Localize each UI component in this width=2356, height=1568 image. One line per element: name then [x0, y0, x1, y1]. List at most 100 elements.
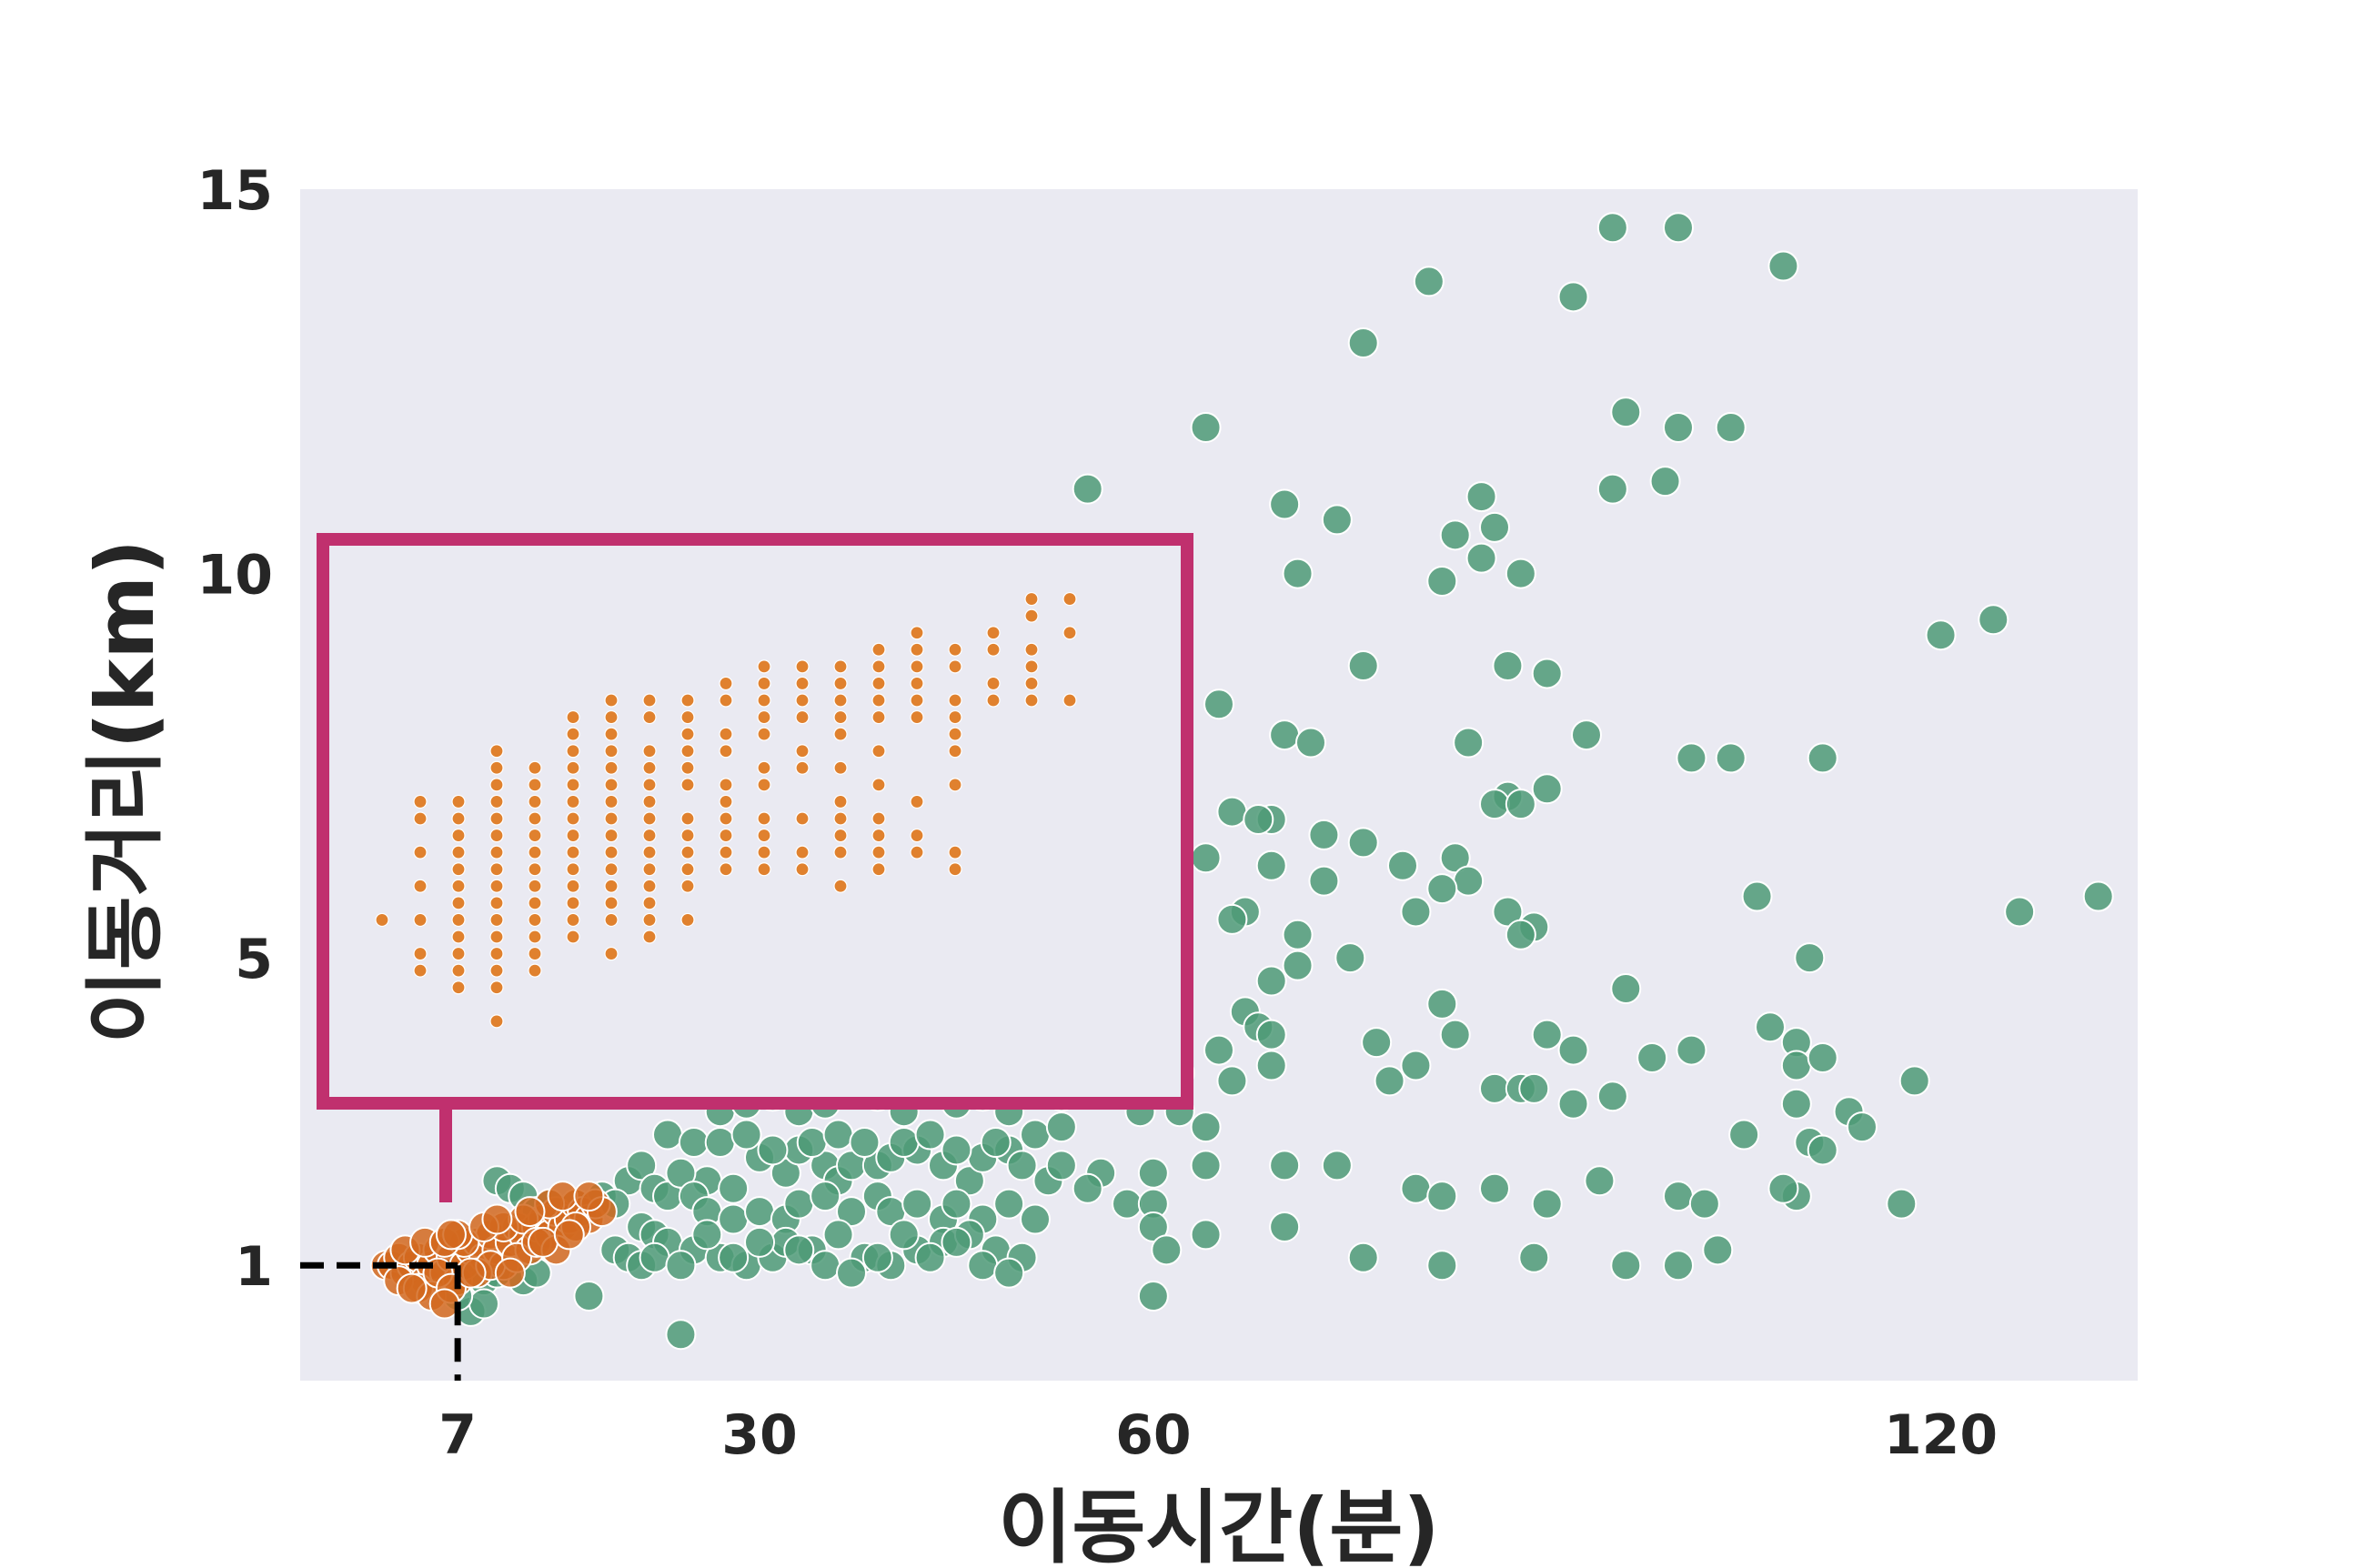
scatter-point — [1006, 1150, 1038, 1181]
inset-point — [833, 676, 848, 691]
scatter-point — [1137, 1157, 1169, 1189]
inset-point — [986, 693, 1001, 708]
reference-lines — [300, 1261, 461, 1381]
scatter-point — [1741, 880, 1773, 912]
inset-point — [489, 845, 504, 859]
inset-point — [566, 744, 580, 759]
inset-point — [642, 896, 657, 910]
scatter-point — [1282, 919, 1314, 950]
scatter-point — [1531, 1188, 1563, 1220]
scatter-point — [1426, 873, 1458, 905]
inset-point — [528, 760, 542, 775]
inset-point — [604, 896, 619, 910]
inset-point — [604, 912, 619, 928]
scatter-point — [1492, 896, 1524, 928]
scatter-point — [718, 1172, 750, 1204]
inset-point — [719, 744, 733, 759]
inset-point — [604, 744, 619, 759]
scatter-point — [1216, 1065, 1248, 1097]
scatter-point — [901, 1188, 933, 1220]
inset-point — [719, 778, 733, 792]
inset-point — [489, 862, 504, 877]
inset-point — [451, 896, 466, 910]
inset-point — [757, 862, 771, 877]
inset-point — [871, 659, 886, 674]
scatter-point — [770, 1157, 801, 1189]
scatter-point — [1596, 1081, 1628, 1112]
scatter-point — [1728, 1119, 1760, 1151]
scatter-point — [1020, 1119, 1051, 1151]
scatter-point — [1505, 558, 1536, 589]
inset-point — [642, 778, 657, 792]
scatter-point — [1492, 650, 1524, 681]
scatter-point — [1610, 972, 1642, 1004]
scatter-point — [1426, 988, 1458, 1020]
inset-point — [489, 1014, 504, 1029]
inset-point — [795, 845, 810, 859]
inset-point — [833, 709, 848, 725]
inset-point — [451, 930, 466, 944]
inset-point — [680, 879, 695, 893]
scatter-point — [1465, 481, 1497, 513]
inset-point — [948, 642, 962, 657]
inset-point — [948, 693, 962, 708]
inset-point — [489, 946, 504, 961]
inset-point — [642, 879, 657, 893]
y-tick-label: 5 — [235, 928, 273, 991]
inset-point — [795, 693, 810, 708]
scatter-point — [1663, 1181, 1694, 1212]
scatter-point — [796, 1127, 828, 1158]
scatter-point — [1780, 1088, 1812, 1120]
inset-point — [948, 709, 962, 725]
inset-point — [910, 794, 924, 809]
scatter-point — [1453, 865, 1485, 897]
scatter-point — [1334, 942, 1366, 974]
inset-point — [642, 930, 657, 944]
scatter-point — [2082, 880, 2114, 912]
scatter-point — [914, 1119, 946, 1151]
inset-point — [604, 727, 619, 741]
scatter-point — [573, 1281, 605, 1312]
inset-point — [566, 794, 580, 809]
scatter-point — [980, 1127, 1012, 1158]
inset-point — [795, 744, 810, 759]
scatter-point — [967, 1250, 999, 1282]
inset-point — [642, 862, 657, 877]
scatter-point — [1767, 250, 1799, 282]
scatter-point — [1531, 773, 1563, 805]
inset-point — [566, 811, 580, 826]
inset-point — [451, 794, 466, 809]
scatter-point — [1255, 849, 1287, 881]
inset-point — [604, 794, 619, 809]
scatter-point — [718, 1203, 750, 1235]
scatter-point — [1596, 212, 1628, 244]
inset-point — [833, 794, 848, 809]
inset-point — [604, 862, 619, 877]
inset-point — [489, 828, 504, 843]
scatter-point — [1400, 1172, 1432, 1204]
scatter-point — [836, 1257, 867, 1289]
scatter-point — [1190, 842, 1222, 874]
scatter-point — [1321, 1150, 1353, 1181]
inset-point — [642, 912, 657, 928]
inset-point — [680, 693, 695, 708]
inset-point — [489, 896, 504, 910]
inset-point — [528, 845, 542, 859]
scatter-point — [1610, 397, 1642, 428]
scatter-point — [1531, 1019, 1563, 1050]
scatter-point — [396, 1272, 428, 1304]
inset-point — [604, 811, 619, 826]
scatter-point — [914, 1241, 946, 1273]
inset-point — [604, 946, 619, 961]
scatter-point — [1518, 1072, 1550, 1104]
scatter-point — [1479, 1172, 1510, 1204]
scatter-point — [1439, 1019, 1471, 1050]
inset-point — [566, 778, 580, 792]
scatter-point — [1374, 1065, 1405, 1097]
scatter-point — [547, 1181, 579, 1212]
scatter-point — [678, 1127, 710, 1158]
inset-point — [910, 828, 924, 843]
scatter-point — [626, 1150, 658, 1181]
scatter-point — [1347, 827, 1379, 859]
scatter-point — [704, 1127, 736, 1158]
